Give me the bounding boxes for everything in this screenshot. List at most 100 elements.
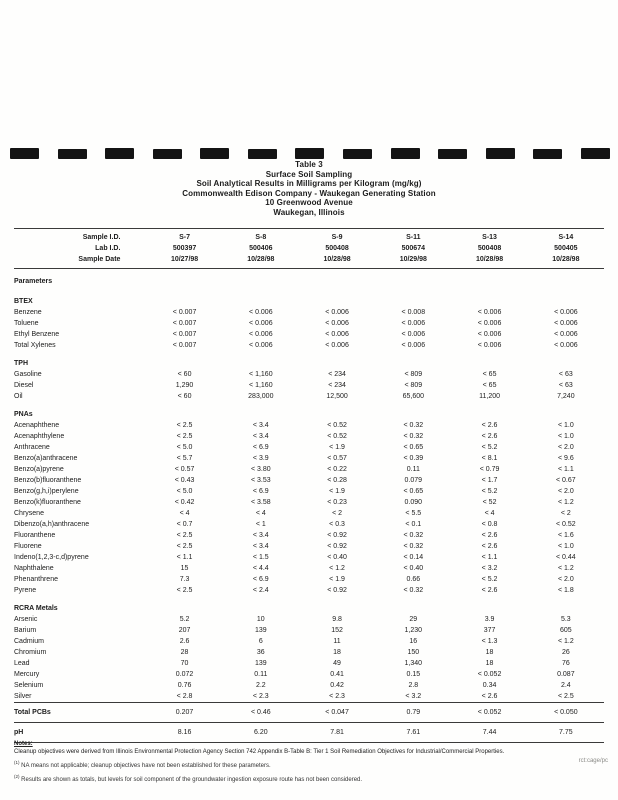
cell-value: < 0.44 xyxy=(556,554,576,561)
cell-value: < 6.9 xyxy=(252,576,269,583)
cell-value: < 0.007 xyxy=(172,320,197,327)
scan-dash-mark xyxy=(580,148,610,159)
cell-value: 16 xyxy=(409,638,418,645)
row-label: Pyrene xyxy=(14,587,37,594)
cell-value xyxy=(375,289,451,307)
parameters-row: Parameters xyxy=(14,269,604,290)
cell-value: 0.072 xyxy=(175,671,194,678)
cell-value: 28 xyxy=(180,649,189,656)
cell-value: 0.79 xyxy=(375,702,452,723)
cell-value: < 1.9 xyxy=(329,488,345,495)
cell-value xyxy=(528,289,604,307)
cell-value xyxy=(451,269,527,290)
cell-value: < 6.9 xyxy=(252,444,269,451)
table-row: Lead 70 139 49 1,340 18 76 xyxy=(14,658,604,669)
title-table-number: Table 3 xyxy=(295,160,323,169)
scan-footer-code: rct:cage/pc xyxy=(578,758,608,764)
cell-value: 76 xyxy=(561,660,570,667)
title-units-line: Soil Analytical Results in Milligrams pe… xyxy=(196,179,422,189)
cell-value: < 0.007 xyxy=(172,342,197,349)
table-row: Cadmium 2.6 6 11 16 < 1.3 < 1.2 xyxy=(14,636,604,647)
cell-value: < 2.5 xyxy=(557,693,574,700)
cell-value: 7,240 xyxy=(557,393,575,400)
row-label: Benzo(a)pyrene xyxy=(14,466,64,473)
cell-value: < 1.0 xyxy=(557,543,574,550)
summary-row: pH 8.16 6.20 7.81 7.61 7.44 7.75 xyxy=(14,722,604,743)
cell-value: 7.44 xyxy=(451,722,528,743)
notes-body-text: Cleanup objectives were derived from Ill… xyxy=(14,749,505,755)
cell-value: < 1.5 xyxy=(252,554,269,561)
cell-value: 500406 xyxy=(249,245,273,252)
cell-value: 2.2 xyxy=(255,682,266,689)
cell-value: 3.9 xyxy=(484,616,495,623)
row-label: Benzo(b)fluoranthene xyxy=(14,477,82,484)
cell-value: S-7 xyxy=(146,228,223,243)
cell-value: 605 xyxy=(560,627,572,634)
cell-value: < 1.6 xyxy=(557,532,574,539)
table-row: Fluoranthene < 2.5 < 3.4 < 0.92 < 0.32 < 2.6 <… xyxy=(14,530,604,541)
scan-dash-mark xyxy=(247,148,277,159)
cell-value: 18 xyxy=(333,649,341,656)
cell-value: < 1.9 xyxy=(329,576,345,583)
row-label: Naphthalene xyxy=(14,565,54,572)
cell-value: < 0.39 xyxy=(403,455,424,462)
cell-value: < 809 xyxy=(404,382,423,389)
cell-value: < 0.050 xyxy=(527,702,604,723)
row-label: Acenaphthylene xyxy=(14,433,65,440)
cell-value xyxy=(528,351,604,369)
cell-value: 2.6 xyxy=(179,638,190,645)
cell-value: < 5.2 xyxy=(481,444,498,451)
row-label: pH xyxy=(14,722,147,743)
cell-value: < 2.6 xyxy=(481,422,498,429)
row-label: Dibenzo(a,h)anthracene xyxy=(14,521,90,528)
cell-value xyxy=(146,596,222,614)
cell-value: S-8 xyxy=(222,228,299,243)
cell-value: < 2.5 xyxy=(176,543,193,550)
cell-value: < 9.6 xyxy=(557,455,574,462)
cell-value: < 1.2 xyxy=(329,565,345,572)
footnote-2: (2) Results are shown as totals, but lev… xyxy=(14,773,604,784)
notes-block: Notes: Cleanup objectives were derived f… xyxy=(14,740,604,784)
cell-value: < 0.006 xyxy=(554,331,578,338)
cell-value: < 1.9 xyxy=(329,444,345,451)
row-label: Lab I.D. xyxy=(95,245,121,252)
cell-value: < 0.006 xyxy=(325,342,349,349)
table-row: Selenium 0.76 2.2 0.42 2.8 0.34 2.4 xyxy=(14,680,604,691)
cell-value: < 3.4 xyxy=(252,543,269,550)
scan-dash-mark xyxy=(485,148,515,159)
cell-value: < 0.047 xyxy=(298,702,376,723)
cell-value xyxy=(299,351,375,369)
cell-value xyxy=(375,351,451,369)
cell-value: 49 xyxy=(333,660,341,667)
cell-value: < 1.3 xyxy=(481,638,498,645)
cell-value: < 2.3 xyxy=(252,693,269,700)
cell-value: < 3.58 xyxy=(250,499,271,506)
cell-value: < 8.1 xyxy=(481,455,498,462)
cell-value: < 0.006 xyxy=(477,342,502,349)
cell-value: 7.81 xyxy=(298,722,376,743)
cell-value: 8.16 xyxy=(146,722,223,743)
cell-value: 65,600 xyxy=(402,393,425,400)
table-row: Chrysene < 4 < 4 < 2 < 5.5 < 4 < 2 xyxy=(14,508,604,519)
cell-value: < 0.1 xyxy=(405,521,422,528)
row-label: Arsenic xyxy=(14,616,38,623)
cell-value: < 234 xyxy=(328,382,346,389)
cell-value: < 0.32 xyxy=(403,433,424,440)
cell-value: 0.11 xyxy=(254,671,268,678)
cell-value: 12,500 xyxy=(326,393,348,400)
cell-value: < 2.6 xyxy=(481,543,498,550)
cell-value: < 5.2 xyxy=(481,576,498,583)
cell-value: 29 xyxy=(409,616,418,623)
cell-value: < 1.1 xyxy=(481,554,498,561)
cell-value: < 2.0 xyxy=(557,576,574,583)
row-label: Selenium xyxy=(14,682,44,689)
cell-value xyxy=(451,596,527,614)
table-row: Benzo(a)anthracene < 5.7 < 3.9 < 0.57 < 0.39… xyxy=(14,453,604,464)
cell-value: < 5.0 xyxy=(176,444,193,451)
cell-value: < 0.006 xyxy=(249,320,273,327)
cell-value: 18 xyxy=(485,660,494,667)
cell-value: < 1,160 xyxy=(249,382,273,389)
cell-value xyxy=(528,402,604,420)
row-label: Chromium xyxy=(14,649,47,656)
row-label: Lead xyxy=(14,660,30,667)
